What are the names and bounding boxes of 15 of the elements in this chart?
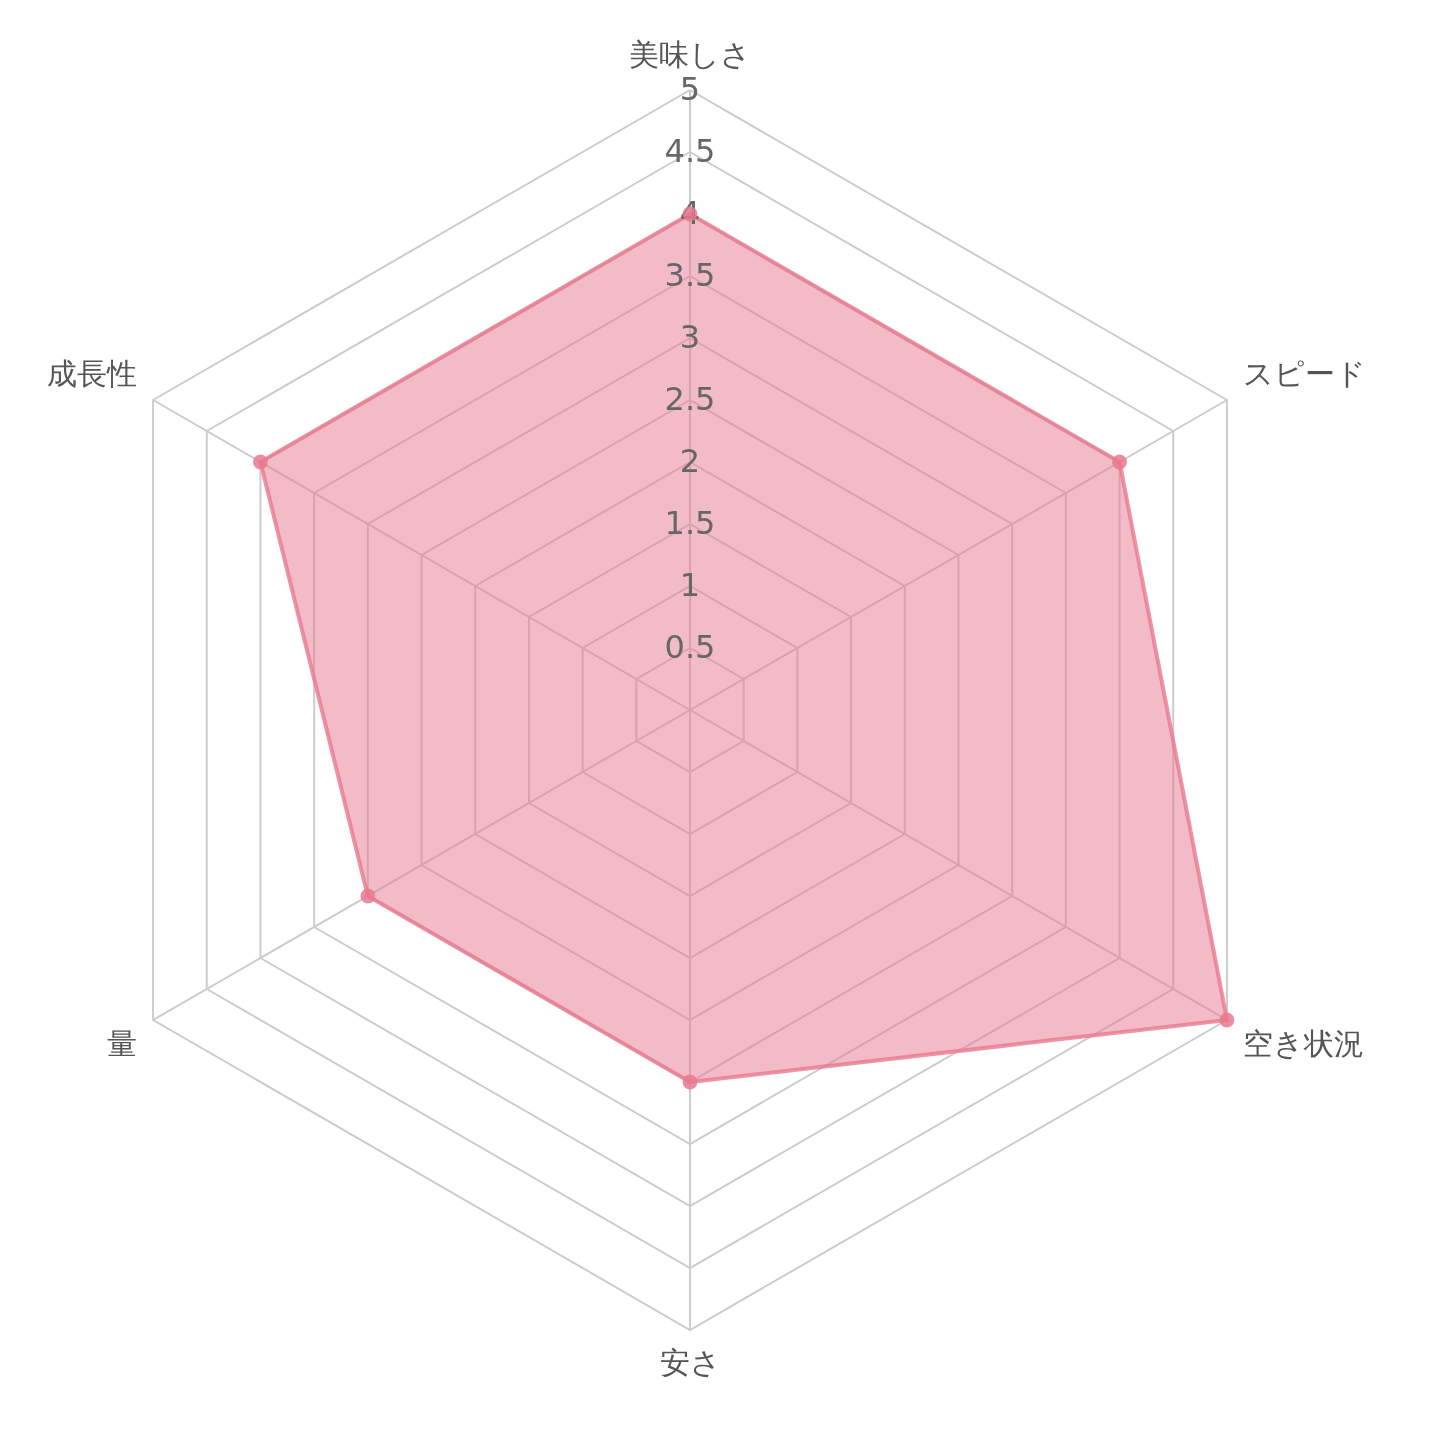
y-tick-label: 4.5	[664, 132, 716, 170]
spoke-label: 量	[106, 1025, 137, 1061]
y-tick-label: 3.5	[664, 256, 716, 294]
y-tick-label: 2.5	[664, 380, 716, 418]
y-tick-label: 2	[679, 442, 701, 480]
y-tick-label: 3	[679, 318, 701, 356]
spoke-label: 空き状況	[1243, 1025, 1365, 1061]
spoke-label: 美味しさ	[629, 37, 751, 73]
y-tick-label: 1	[679, 566, 701, 604]
spoke-label: 安さ	[659, 1344, 721, 1380]
y-tick-label: 0.5	[664, 628, 716, 666]
spoke-label: 成長性	[46, 356, 137, 392]
y-tick-label: 1.5	[664, 504, 716, 542]
spoke-label: スピード	[1243, 356, 1367, 392]
y-tick-label: 5	[679, 70, 701, 108]
